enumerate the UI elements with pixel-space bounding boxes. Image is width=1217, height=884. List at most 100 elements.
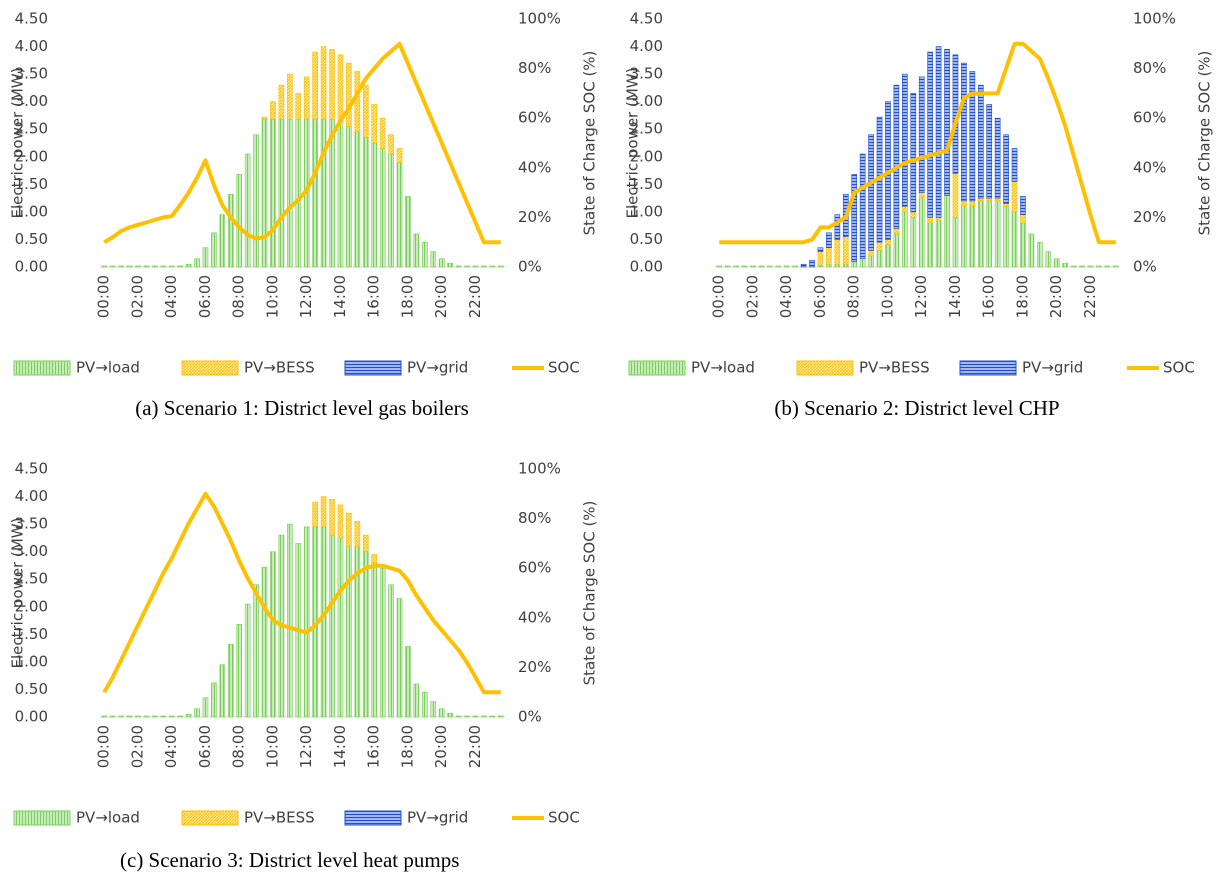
legend-swatch xyxy=(181,810,239,826)
bar-segment xyxy=(388,134,394,155)
x-tick-label: 06:00 xyxy=(196,275,214,318)
bar-segment xyxy=(977,200,984,268)
x-tick-label: 14:00 xyxy=(331,725,349,768)
bar-segment xyxy=(396,598,403,718)
bar-segment xyxy=(388,584,394,718)
y-tick-label: 4.00 xyxy=(15,37,48,55)
x-tick-label: 10:00 xyxy=(263,275,281,318)
bar-segment xyxy=(362,137,369,268)
bar-segment xyxy=(346,512,352,547)
x-tick-label: 14:00 xyxy=(331,275,349,318)
bar-segment xyxy=(481,715,487,718)
bar-segment xyxy=(994,117,1001,199)
x-tick-label: 00:00 xyxy=(95,725,113,768)
bar-segment xyxy=(287,73,293,120)
bar-segment xyxy=(236,174,243,268)
y2-axis-title: State of Charge SOC (%) xyxy=(581,51,599,236)
bar-segment xyxy=(952,173,959,218)
bar-segment xyxy=(969,200,976,207)
legend-label: PV→grid xyxy=(407,809,468,827)
bar-segment xyxy=(902,206,908,213)
y-tick-label: 2.00 xyxy=(630,147,663,165)
x-tick-label: 10:00 xyxy=(263,725,281,768)
bar-segment xyxy=(1003,206,1009,268)
x-tick-label: 02:00 xyxy=(743,275,761,318)
bar-segment xyxy=(396,148,403,163)
bar-segment xyxy=(371,142,378,268)
caption: (b) Scenario 2: District level CHP xyxy=(774,396,1059,420)
x-tick-label: 00:00 xyxy=(710,275,728,318)
y2-tick-label: 20% xyxy=(518,658,551,676)
y-tick-label: 1.50 xyxy=(15,625,48,643)
bar-segment xyxy=(851,174,858,262)
bar-segment xyxy=(109,715,116,718)
bar-segment xyxy=(346,62,352,127)
legend-label: PV→grid xyxy=(407,359,468,377)
chart-panel: 0.00 0.50 1.00 1.50 2.00 2.50 3.00 3.50 4.00 4.50… xyxy=(624,10,1214,420)
bar-segment xyxy=(405,646,411,718)
bar-segment xyxy=(758,265,765,268)
bar-segment xyxy=(1087,265,1094,268)
y-tick-label: 1.50 xyxy=(15,175,48,193)
bar-segment xyxy=(379,567,386,718)
bar-segment xyxy=(1011,181,1018,213)
bar-segment xyxy=(346,126,352,268)
bar-segment xyxy=(295,119,302,268)
y2-tick-label: 80% xyxy=(518,59,551,77)
x-tick-label: 02:00 xyxy=(128,275,146,318)
bar-segment xyxy=(994,197,1001,202)
bar-segment xyxy=(986,197,993,202)
bar-segment xyxy=(834,214,841,240)
legend-swatch xyxy=(344,360,402,376)
bar-segment xyxy=(135,715,141,718)
bar-segment xyxy=(295,93,302,120)
bar-segment xyxy=(118,715,124,718)
bar-segment xyxy=(961,200,967,207)
bar-segment xyxy=(868,134,874,251)
bar-segment xyxy=(1079,265,1085,268)
y2-tick-label: 100% xyxy=(518,10,561,28)
bar-segment xyxy=(354,71,361,133)
x-tick-label: 06:00 xyxy=(196,725,214,768)
legend-label: PV→grid xyxy=(1022,359,1083,377)
bar-segment xyxy=(320,119,327,268)
bar-segment xyxy=(489,265,496,268)
bar-segment xyxy=(202,247,209,268)
y-tick-label: 3.50 xyxy=(15,515,48,533)
bar-segment xyxy=(481,265,487,268)
y-tick-label: 0.50 xyxy=(630,230,663,248)
bar-segment xyxy=(464,265,470,268)
bar-segment xyxy=(320,46,327,120)
bar-segment xyxy=(1053,258,1060,268)
y-tick-label: 0.50 xyxy=(15,680,48,698)
bar-segment xyxy=(244,153,251,268)
x-tick-label: 16:00 xyxy=(980,275,998,318)
bar-segment xyxy=(767,265,773,268)
bar-segment xyxy=(287,119,293,268)
y-tick-label: 2.50 xyxy=(15,570,48,588)
soc-line xyxy=(719,41,1116,245)
bar-segment xyxy=(320,496,327,528)
bar-segment xyxy=(278,84,285,120)
bar-segment xyxy=(826,232,832,249)
bar-segment xyxy=(885,244,891,268)
bar-segment xyxy=(379,117,386,149)
bar-segment xyxy=(337,54,344,122)
bar-segment xyxy=(168,715,175,718)
bar-segment xyxy=(783,265,790,268)
bar-segment xyxy=(405,196,411,268)
bar-segment xyxy=(918,76,925,193)
legend-swatch xyxy=(13,360,71,376)
y-axis-title: Electric power (MW) xyxy=(9,68,27,219)
bar-segment xyxy=(396,161,403,268)
bar-segment xyxy=(927,51,933,218)
bar-segment xyxy=(893,84,900,229)
bar-segment xyxy=(329,499,335,536)
x-tick-label: 18:00 xyxy=(398,725,416,768)
bar-segment xyxy=(733,265,739,268)
bar-segment xyxy=(143,715,150,718)
bar-segment xyxy=(1070,265,1077,268)
bar-segment xyxy=(472,265,479,268)
x-tick-label: 22:00 xyxy=(466,725,484,768)
bar-segment xyxy=(219,664,226,718)
